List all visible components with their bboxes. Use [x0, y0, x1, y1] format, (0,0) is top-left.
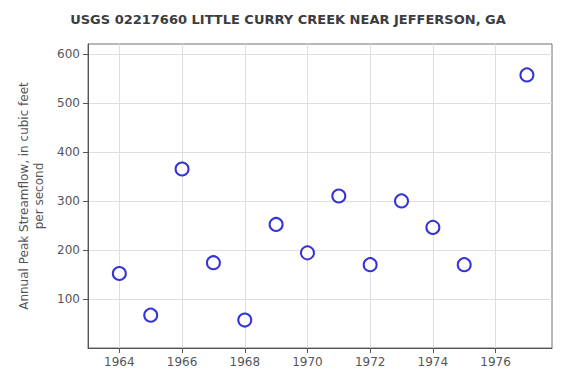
- svg-text:1970: 1970: [292, 355, 323, 369]
- svg-text:100: 100: [57, 292, 80, 306]
- svg-text:1964: 1964: [104, 355, 135, 369]
- svg-text:400: 400: [57, 145, 80, 159]
- svg-text:1976: 1976: [480, 355, 511, 369]
- svg-text:200: 200: [57, 243, 80, 257]
- svg-text:500: 500: [57, 96, 80, 110]
- svg-text:Annual Peak Streamflow, in cub: Annual Peak Streamflow, in cubic feet: [17, 82, 31, 310]
- svg-text:per second: per second: [32, 163, 46, 230]
- svg-text:USGS 02217660 LITTLE CURRY CRE: USGS 02217660 LITTLE CURRY CREEK NEAR JE…: [70, 12, 506, 27]
- svg-text:1968: 1968: [229, 355, 260, 369]
- svg-text:300: 300: [57, 194, 80, 208]
- svg-text:1972: 1972: [355, 355, 386, 369]
- svg-text:600: 600: [57, 47, 80, 61]
- svg-text:1966: 1966: [167, 355, 198, 369]
- svg-text:1974: 1974: [418, 355, 449, 369]
